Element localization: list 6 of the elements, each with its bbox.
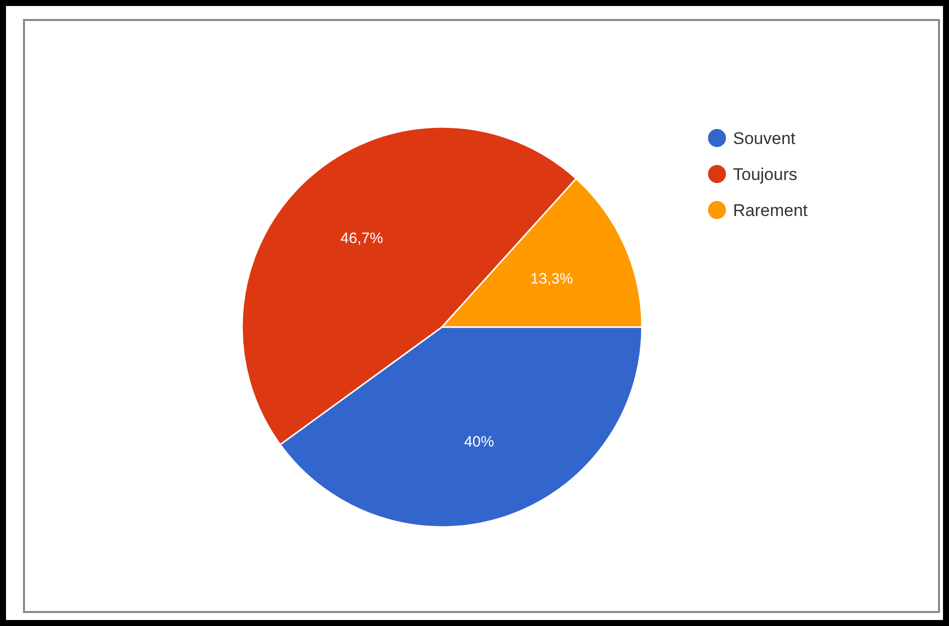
- legend-label: Toujours: [733, 164, 798, 184]
- data-label: 46,7%: [340, 230, 384, 247]
- legend-label: Rarement: [733, 200, 808, 220]
- data-label: 40%: [464, 433, 494, 450]
- data-label: 13,3%: [530, 270, 573, 288]
- legend-label: Souvent: [733, 128, 796, 148]
